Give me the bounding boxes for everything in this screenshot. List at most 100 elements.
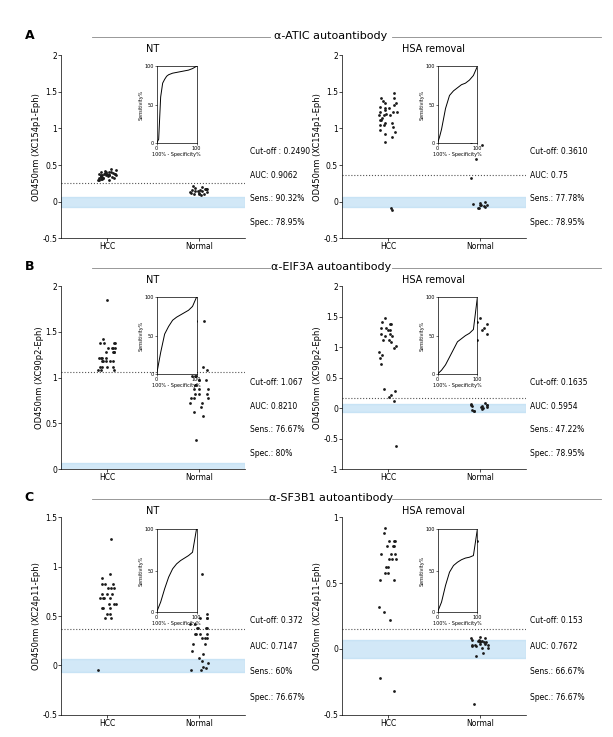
Point <box>383 562 393 573</box>
Y-axis label: Sensitivity%: Sensitivity% <box>420 321 425 351</box>
Point <box>375 352 384 364</box>
Point <box>202 622 211 634</box>
Point <box>197 632 207 643</box>
Point <box>468 405 478 416</box>
Point <box>202 612 211 624</box>
Point <box>191 370 200 382</box>
Point <box>101 355 111 367</box>
Point <box>472 315 482 327</box>
Title: NT: NT <box>147 44 159 55</box>
Point <box>188 579 198 590</box>
Point <box>97 579 107 590</box>
Point <box>97 352 107 363</box>
X-axis label: 100% - Specificity%: 100% - Specificity% <box>433 152 482 156</box>
Text: Spec.: 78.95%: Spec.: 78.95% <box>530 218 585 227</box>
Point <box>474 202 484 214</box>
Point <box>203 657 213 669</box>
Point <box>197 361 207 373</box>
Point <box>385 328 395 340</box>
Point <box>99 172 109 184</box>
Point <box>109 172 119 184</box>
Point <box>109 167 118 179</box>
Text: AUC: 0.75: AUC: 0.75 <box>530 170 568 180</box>
Point <box>195 628 205 640</box>
Point <box>186 397 196 409</box>
Point <box>475 200 485 212</box>
Point <box>383 567 393 579</box>
Point <box>94 352 104 363</box>
Point <box>386 389 396 401</box>
Point <box>376 106 386 118</box>
Point <box>190 379 200 391</box>
Point <box>380 105 390 116</box>
Point <box>110 337 120 349</box>
Point <box>386 548 395 560</box>
Point <box>93 365 103 377</box>
Point <box>378 95 387 107</box>
Point <box>196 401 206 413</box>
Text: Spec.: 78.95%: Spec.: 78.95% <box>530 449 585 458</box>
Y-axis label: OD450nm (XC90p2-Eph): OD450nm (XC90p2-Eph) <box>313 326 322 429</box>
Point <box>192 628 202 640</box>
Point <box>109 598 118 610</box>
Point <box>381 128 390 140</box>
Text: Spec.: 78.95%: Spec.: 78.95% <box>249 218 304 227</box>
Point <box>381 522 390 534</box>
Point <box>474 198 484 209</box>
Point <box>197 397 207 409</box>
Point <box>96 169 105 181</box>
Y-axis label: OD450nm (XC24p11-Eph): OD450nm (XC24p11-Eph) <box>32 562 41 670</box>
Point <box>376 548 386 560</box>
Text: Sens.: 77.78%: Sens.: 77.78% <box>530 195 585 203</box>
Point <box>476 631 485 643</box>
Point <box>107 164 116 175</box>
Point <box>380 330 390 342</box>
Point <box>201 183 211 195</box>
Point <box>470 322 480 334</box>
Point <box>106 533 116 545</box>
Text: Cut-off: 1.067: Cut-off: 1.067 <box>249 377 302 387</box>
Y-axis label: OD450nm (XC154p1-Eph): OD450nm (XC154p1-Eph) <box>313 93 322 200</box>
Point <box>480 638 490 649</box>
Point <box>468 198 478 210</box>
Point <box>202 608 212 620</box>
Point <box>189 365 199 377</box>
Point <box>102 361 112 373</box>
Point <box>480 201 490 213</box>
Point <box>468 92 478 104</box>
Point <box>109 346 119 358</box>
Point <box>479 200 489 212</box>
Point <box>97 333 107 345</box>
Point <box>194 383 204 394</box>
Point <box>467 640 477 652</box>
Point <box>389 343 399 354</box>
Point <box>104 167 114 178</box>
Point <box>190 370 200 382</box>
Point <box>475 312 485 324</box>
Y-axis label: Sensitivity%: Sensitivity% <box>420 90 425 120</box>
Point <box>202 184 211 195</box>
Point <box>93 174 103 186</box>
Point <box>385 614 395 626</box>
Point <box>376 113 386 125</box>
Point <box>379 97 389 109</box>
Text: Sens.: 66.67%: Sens.: 66.67% <box>530 668 585 677</box>
Point <box>188 645 197 657</box>
Point <box>388 106 398 118</box>
Point <box>199 648 208 660</box>
Point <box>202 628 212 640</box>
Point <box>386 336 396 348</box>
Point <box>190 388 200 400</box>
Text: Spec.: 76.67%: Spec.: 76.67% <box>530 693 585 702</box>
Point <box>384 535 394 547</box>
Bar <box>61 197 245 207</box>
Point <box>198 411 208 422</box>
Point <box>466 399 476 411</box>
Point <box>389 535 398 547</box>
Point <box>104 170 114 181</box>
Point <box>480 632 490 644</box>
Point <box>103 170 113 182</box>
Point <box>97 573 107 584</box>
Text: Cut-off: 0.372: Cut-off: 0.372 <box>249 616 302 625</box>
Text: Sens.: 90.32%: Sens.: 90.32% <box>249 195 304 203</box>
